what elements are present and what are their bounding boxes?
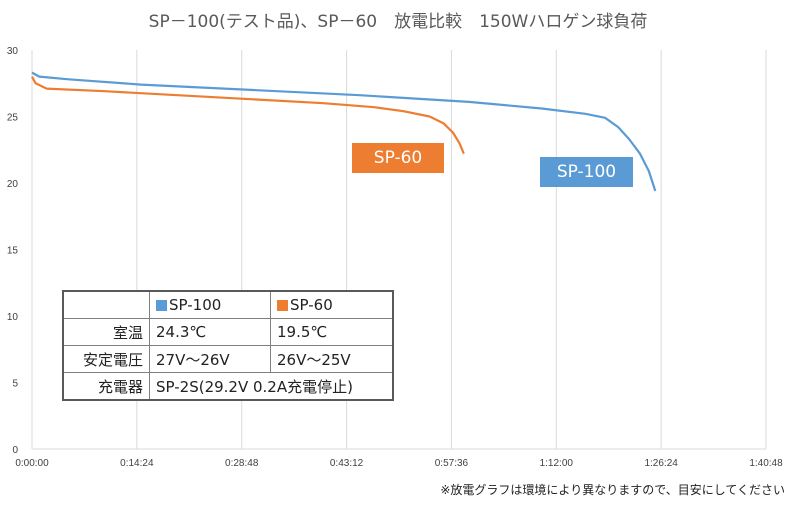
- y-tick-label: 10: [7, 312, 19, 323]
- chart-title: SP－100(テスト品)、SP－60 放電比較 150Wハロゲン球負荷: [149, 12, 648, 32]
- footnote: ※放電グラフは環境により異なりますので、目安にしてください: [440, 483, 785, 497]
- y-tick-label: 15: [7, 246, 19, 257]
- x-tick-label: 0:57:36: [435, 458, 469, 469]
- header-sp100: SP-100: [149, 290, 271, 319]
- cell: 24.3℃: [149, 318, 271, 346]
- y-tick-label: 25: [7, 113, 19, 124]
- series-line-sp-60: [31, 76, 465, 155]
- x-tick-label: 1:12:00: [540, 458, 574, 469]
- x-tick-label: 0:00:00: [15, 458, 49, 469]
- cell: SP-2S(29.2V 0.2A充電停止): [149, 372, 394, 401]
- cell: 19.5℃: [270, 318, 394, 346]
- series-line-sp-100: [31, 71, 657, 192]
- header-empty: [62, 290, 150, 319]
- y-tick-label: 30: [7, 46, 19, 57]
- annotation-sp60: SP-60: [352, 143, 444, 173]
- row-label: 充電器: [62, 372, 150, 401]
- x-tick-label: 1:26:24: [644, 458, 678, 469]
- y-tick-label: 0: [12, 445, 18, 456]
- row-label: 室温: [62, 318, 150, 346]
- legend-swatch-sp100: [156, 300, 167, 311]
- legend-swatch-sp60: [277, 300, 288, 311]
- x-tick-label: 0:14:24: [120, 458, 154, 469]
- annotation-sp100: SP-100: [540, 157, 633, 187]
- cell: 27V～26V: [149, 345, 271, 373]
- y-tick-label: 5: [12, 379, 18, 390]
- x-tick-label: 0:43:12: [330, 458, 364, 469]
- row-label: 安定電圧: [62, 345, 150, 373]
- x-tick-label: 1:40:48: [749, 458, 783, 469]
- spec-table: SP-100 SP-60 室温 24.3℃ 19.5℃ 安定電圧 27V～26V 26V…: [62, 290, 394, 401]
- cell: 26V～25V: [270, 345, 394, 373]
- y-tick-label: 20: [7, 179, 19, 190]
- x-tick-label: 0:28:48: [225, 458, 259, 469]
- header-sp60: SP-60: [270, 290, 394, 319]
